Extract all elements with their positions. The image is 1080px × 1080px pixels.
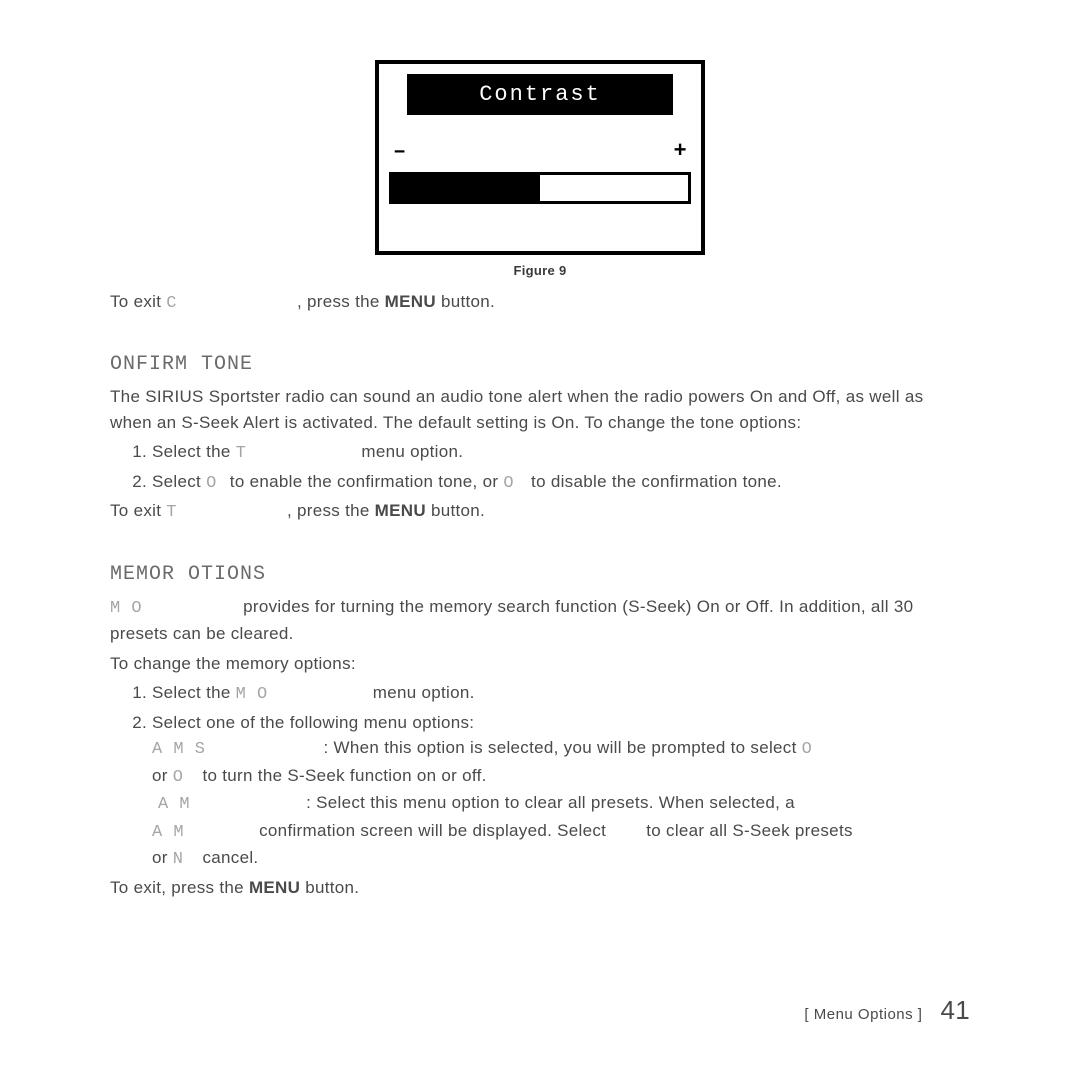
page-footer: [ Menu Options ] 41 [804,991,970,1030]
memory-intro: M O provides for turning the memory sear… [110,594,970,647]
text: to clear all S-Seek presets [641,821,853,840]
text: provides for turning the memory search f… [110,597,913,644]
text: button. [300,878,359,897]
mono: A M [152,823,184,842]
list-item: Select the M O menu option. [152,680,970,708]
text: menu option. [356,442,463,461]
list-item: Select the T menu option. [152,439,970,467]
text: Select one of the following menu options… [152,713,474,732]
sub-option-1b: or O to turn the S-Seek function on or o… [152,763,970,791]
text: or [152,848,173,867]
sub-option-1: A M S : When this option is selected, you… [152,735,970,763]
text: To exit, press the [110,878,249,897]
lcd-title: Contrast [407,74,673,115]
sub-option-2: A M : Select this menu option to clear al… [152,790,970,818]
text: button. [426,501,485,520]
mono: O [802,740,813,759]
contrast-bar [389,172,691,204]
text: menu option. [368,683,475,702]
text: button. [436,292,495,311]
list-item: Select O to enable the confirmation tone… [152,469,970,497]
text: , press the [297,292,385,311]
text: to enable the confirmation tone, or [225,472,504,491]
mono: M O [236,685,268,704]
footer-section-label: [ Menu Options ] [804,1004,922,1027]
mono-c: C [166,294,177,313]
contrast-figure: Contrast – + Figure 9 [110,60,970,281]
contrast-exit-line: To exit C , press the MENU button. [110,289,970,317]
menu-bold: MENU [249,878,300,897]
text: , press the [287,501,375,520]
mono: M O [110,599,142,618]
mono: O [173,768,184,787]
mono: T [166,503,177,522]
mono: A M S [152,740,206,759]
page-number: 41 [940,991,970,1030]
text: to disable the confirmation tone. [526,472,782,491]
minus-sign: – [393,135,407,168]
text: : When this option is selected, you will… [324,738,802,757]
text: To exit [110,292,166,311]
text: to turn the S-Seek function on or off. [197,766,486,785]
sub-option-2b: A M confirmation screen will be displaye… [152,818,970,846]
text: Select the [152,683,236,702]
text: cancel. [197,848,258,867]
contrast-bar-fill [392,175,540,201]
confirm-steps: Select the T menu option. Select O to en… [110,439,970,496]
text: To exit [110,501,166,520]
memory-steps: Select the M O menu option. Select one o… [110,680,970,873]
memory-change-line: To change the memory options: [110,651,970,677]
mono: T [236,444,247,463]
memory-options-heading: MEMOR OTIONS [110,560,970,590]
text: confirmation screen will be displayed. S… [254,821,611,840]
mono: O [503,474,514,493]
mono: A M [158,795,190,814]
figure-caption: Figure 9 [514,261,567,281]
menu-bold: MENU [375,501,426,520]
mono: N [173,850,184,869]
lcd-frame: Contrast – + [375,60,705,255]
text: : Select this menu option to clear all p… [306,793,795,812]
plus-sign: + [673,135,687,168]
list-item: Select one of the following menu options… [152,710,970,873]
text: or [152,766,173,785]
mono: O [206,474,217,493]
confirm-tone-heading: ONFIRM TONE [110,350,970,380]
confirm-intro: The SIRIUS Sportster radio can sound an … [110,384,970,435]
text: Select the [152,442,236,461]
memory-exit-line: To exit, press the MENU button. [110,875,970,901]
confirm-exit-line: To exit T , press the MENU button. [110,498,970,526]
sub-option-2c: or N cancel. [152,845,970,873]
lcd-signs: – + [387,115,693,172]
text: Select [152,472,206,491]
menu-bold: MENU [385,292,436,311]
